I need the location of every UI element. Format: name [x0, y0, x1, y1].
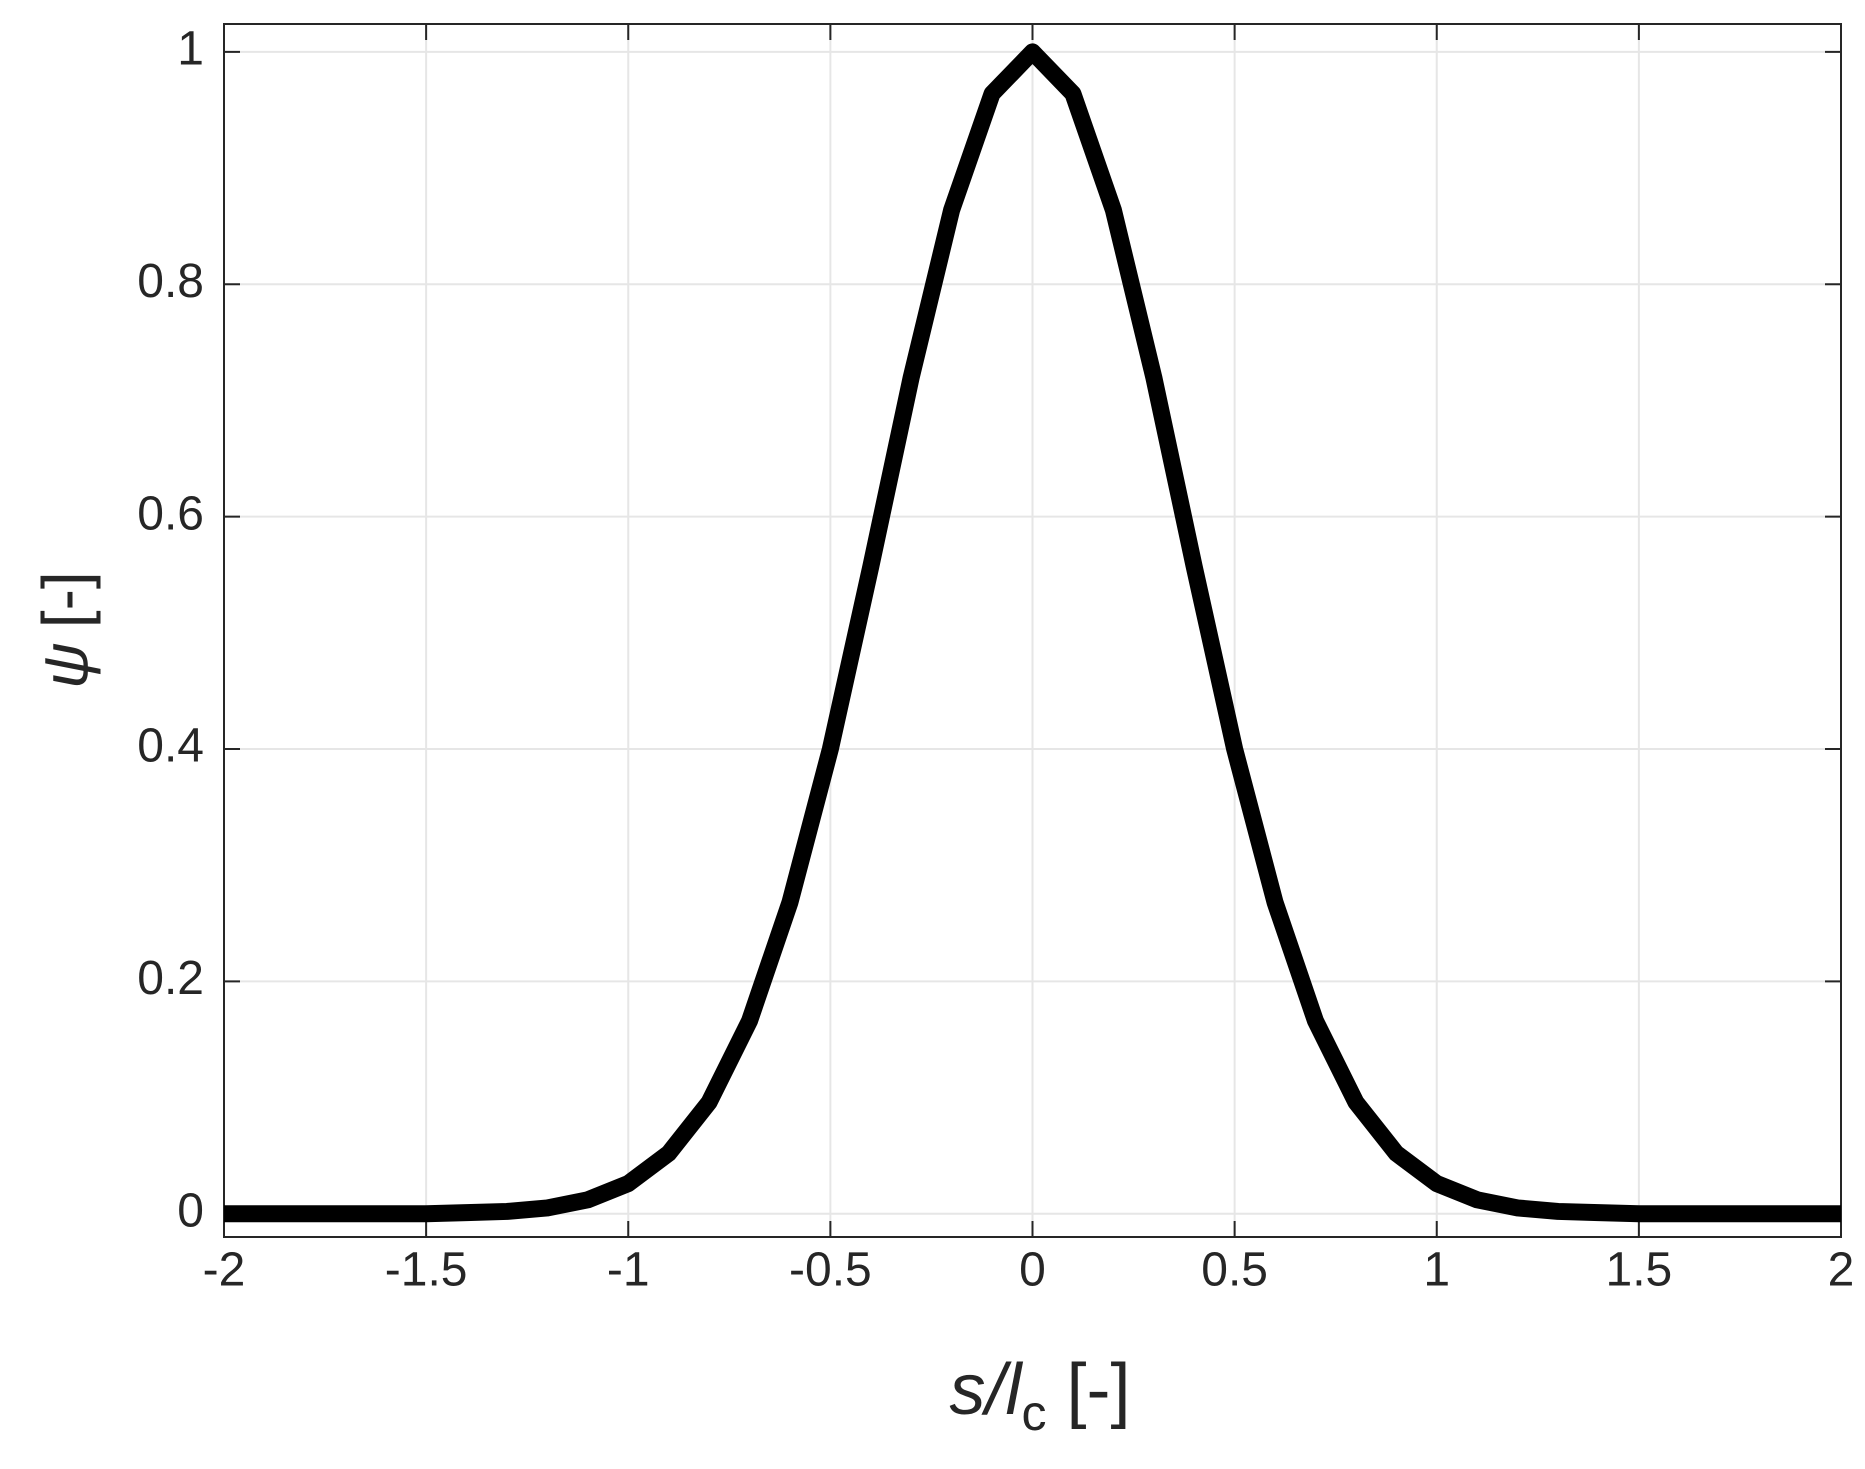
x-tick-label: 0.5 — [1201, 1244, 1268, 1297]
x-tick-label: -0.5 — [789, 1244, 872, 1297]
y-tick-label: 1 — [177, 23, 204, 76]
x-label-unit: [-] — [1067, 1350, 1131, 1430]
axes-box — [223, 23, 1842, 1238]
y-tick-label: 0.8 — [137, 255, 204, 308]
y-label-unit: [-] — [29, 571, 101, 628]
y-tick-label: 0.2 — [137, 952, 204, 1005]
x-tick-label: -1.5 — [385, 1244, 468, 1297]
x-tick-label: 2 — [1828, 1244, 1855, 1297]
x-tick-label: 1.5 — [1606, 1244, 1673, 1297]
x-label-var: s/l — [950, 1350, 1024, 1430]
line — [224, 43, 1841, 1223]
y-tick-label: 0.6 — [137, 487, 204, 540]
x-label-sub: c — [1022, 1385, 1047, 1441]
x-tick-label: 0 — [1019, 1244, 1046, 1297]
y-axis-label: ψ [-] — [29, 571, 101, 688]
x-tick-label: -1 — [607, 1244, 650, 1297]
x-axis-label: s/lc [-] — [950, 1350, 1131, 1441]
y-label-symbol: ψ — [29, 642, 101, 689]
y-tick-label: 0 — [177, 1184, 204, 1237]
x-tick-label: 1 — [1423, 1244, 1450, 1297]
x-tick-label: -2 — [203, 1244, 246, 1297]
y-tick-label: 0.4 — [137, 720, 204, 773]
